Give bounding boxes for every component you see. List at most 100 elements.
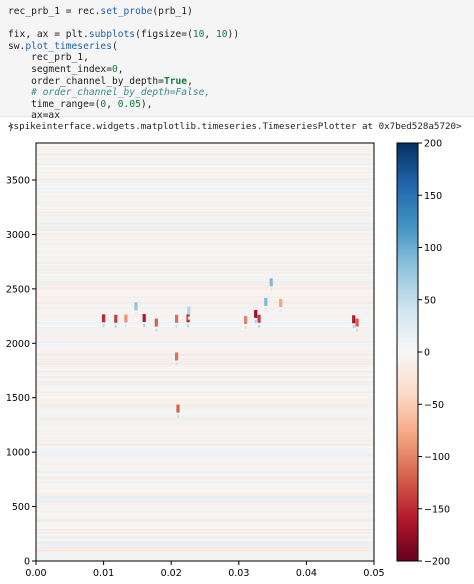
channel-stripe <box>36 318 374 320</box>
channel-stripe <box>36 371 374 374</box>
channel-stripe <box>36 355 374 358</box>
channel-stripe <box>36 331 374 333</box>
code-line: # order_channel_by_depth=False, <box>8 87 239 99</box>
channel-stripe <box>36 454 374 456</box>
code-editor[interactable]: rec_prb_1 = rec.set_probe(prb_1) fix, ax… <box>8 6 239 134</box>
channel-stripe <box>36 357 374 360</box>
channel-stripe <box>36 418 374 420</box>
channel-stripe <box>36 183 374 185</box>
code-token: ), <box>140 98 153 110</box>
channel-stripe <box>36 174 374 177</box>
channel-stripe <box>36 223 374 225</box>
channel-stripe <box>36 301 374 303</box>
channel-stripe <box>36 271 374 273</box>
channel-stripe <box>36 524 374 526</box>
channel-stripe <box>36 150 374 153</box>
channel-stripe <box>36 428 374 430</box>
colorbar <box>396 142 419 562</box>
spike-event-rebound <box>187 316 190 320</box>
channel-stripe <box>36 361 374 364</box>
channel-stripe <box>36 530 374 532</box>
channel-stripe <box>36 472 374 474</box>
channel-stripe <box>36 296 374 298</box>
channel-stripe <box>36 451 374 453</box>
channel-stripe <box>36 354 374 357</box>
channel-stripe <box>36 227 374 229</box>
channel-stripe <box>36 266 374 268</box>
channel-stripe <box>36 485 374 487</box>
code-token: time_range=( <box>8 98 101 110</box>
channel-stripe <box>36 464 374 466</box>
channel-stripe <box>36 192 374 194</box>
channel-stripe <box>36 252 374 254</box>
spike-event-rebound <box>175 362 178 366</box>
channel-stripe <box>36 299 374 301</box>
channel-stripe <box>36 452 374 454</box>
channel-stripe <box>36 512 374 514</box>
channel-stripe <box>36 177 374 180</box>
y-axis: 0 500 1000 1500 2000 2500 3000 3500 <box>6 176 36 568</box>
channel-stripe <box>36 506 374 508</box>
channel-stripe <box>36 314 374 316</box>
channel-stripe <box>36 270 374 272</box>
channel-stripe <box>36 537 374 539</box>
code-cell[interactable]: rec_prb_1 = rec.set_probe(prb_1) fix, ax… <box>0 0 474 133</box>
channel-stripe <box>36 413 374 415</box>
code-token: ax=ax <box>8 110 60 122</box>
channel-stripe <box>36 193 374 195</box>
channel-stripe <box>36 405 374 407</box>
spike-event <box>254 309 258 318</box>
channel-stripe <box>36 167 374 170</box>
channel-stripe <box>36 148 374 151</box>
channel-stripe <box>36 286 374 288</box>
channel-stripe <box>36 292 374 294</box>
channel-stripe <box>36 477 374 479</box>
channel-stripe <box>36 259 374 261</box>
channel-stripe <box>36 495 374 497</box>
spike-event-rebound <box>264 307 267 311</box>
channel-stripe <box>36 317 374 319</box>
channel-stripe <box>36 222 374 224</box>
channel-stripe <box>36 282 374 284</box>
channel-stripe <box>36 548 374 550</box>
channel-stripe <box>36 217 374 219</box>
channel-stripe <box>36 431 374 433</box>
spike-event-rebound <box>155 328 158 332</box>
channel-stripe <box>36 406 374 408</box>
channel-stripe <box>36 306 374 308</box>
channel-stripe <box>36 188 374 190</box>
channel-stripe <box>36 279 374 281</box>
channel-stripe <box>36 294 374 296</box>
channel-stripe <box>36 261 374 263</box>
channel-stripe <box>36 149 374 152</box>
channel-stripe <box>36 556 374 558</box>
channel-stripe <box>36 336 374 338</box>
channel-stripe <box>36 479 374 481</box>
code-line: rec_prb_1, <box>8 52 239 64</box>
channel-stripe <box>36 156 374 159</box>
channel-stripe <box>36 260 374 262</box>
channel-stripe <box>36 440 374 442</box>
code-token: ) <box>8 121 14 133</box>
channel-stripe <box>36 255 374 257</box>
channel-stripe <box>36 316 374 318</box>
spike-event <box>355 318 359 327</box>
channel-stripe <box>36 195 374 197</box>
channel-stripe <box>36 335 374 337</box>
channel-stripe <box>36 332 374 334</box>
spike-event <box>134 302 138 311</box>
spike-event <box>352 315 356 324</box>
channel-stripe <box>36 460 374 462</box>
channel-stripe <box>36 411 374 413</box>
spike-event <box>244 315 248 324</box>
channel-stripe <box>36 285 374 287</box>
y-tick-label: 3000 <box>6 230 30 241</box>
channel-stripe <box>36 170 374 173</box>
code-line: ax=ax <box>8 110 239 122</box>
channel-stripe <box>36 525 374 527</box>
channel-stripe <box>36 415 374 417</box>
heatmap-area <box>36 143 374 561</box>
channel-stripe <box>36 147 374 150</box>
channel-stripe <box>36 455 374 457</box>
channel-stripe <box>36 181 374 184</box>
